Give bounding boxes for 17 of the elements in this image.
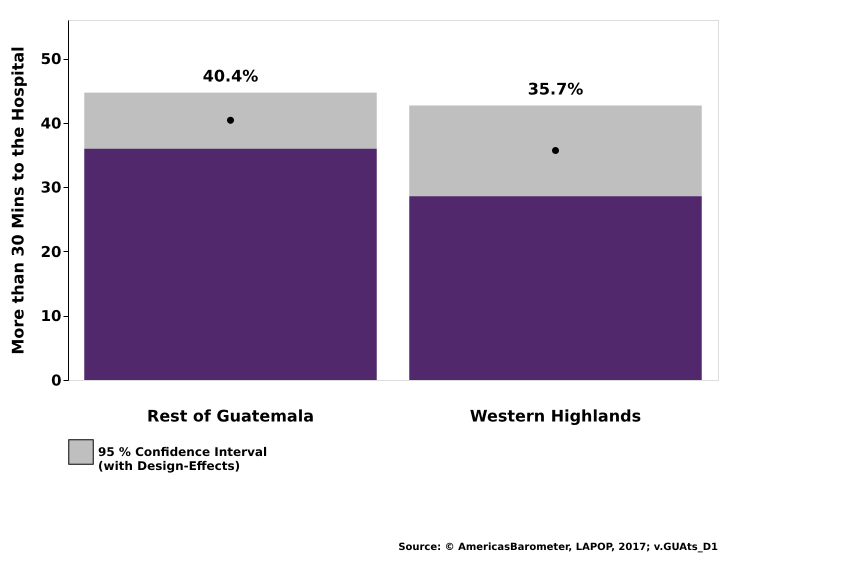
y-tick-label: 50	[40, 50, 62, 68]
y-tick-label: 20	[40, 242, 62, 261]
bar	[409, 106, 702, 196]
x-tick-label: Western Highlands	[470, 406, 642, 426]
y-tick-label: 0	[51, 372, 62, 390]
y-axis-title: More than 30 Mins to the Hospital	[8, 46, 28, 355]
source-note: Source: © AmericasBarometer, LAPOP, 2017; v.GUAts_D1	[398, 542, 718, 553]
bar	[84, 148, 377, 380]
data-label: 35.7%	[528, 80, 584, 98]
data-label: 40.4%	[202, 66, 258, 86]
legend-label: 95 % Confidence Interval (with Design-Effects)	[98, 445, 268, 473]
y-tick-label: 40	[40, 114, 62, 132]
bar	[84, 92, 377, 149]
bar	[409, 196, 702, 380]
y-tick-label: 10	[40, 307, 62, 326]
x-tick-label: Rest of Guatemala	[146, 406, 314, 426]
y-tick-label: 30	[40, 178, 62, 197]
